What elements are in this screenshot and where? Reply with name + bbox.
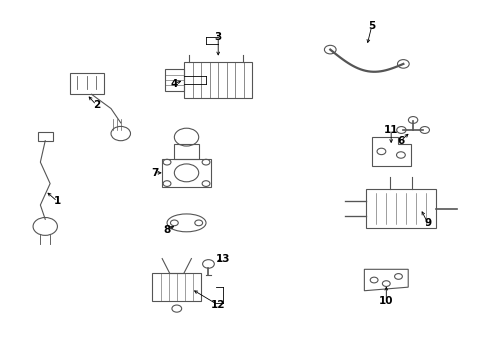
Text: 1: 1 [54, 197, 61, 206]
Text: 3: 3 [215, 32, 222, 42]
Text: 9: 9 [424, 218, 431, 228]
Text: 6: 6 [397, 136, 405, 146]
Text: 7: 7 [151, 168, 159, 178]
Text: 5: 5 [368, 21, 375, 31]
Text: 11: 11 [384, 125, 398, 135]
Text: 12: 12 [211, 300, 225, 310]
Text: 4: 4 [171, 78, 178, 89]
Text: 2: 2 [93, 100, 100, 110]
Text: 8: 8 [164, 225, 171, 235]
Text: 10: 10 [379, 296, 393, 306]
Text: 13: 13 [216, 253, 230, 264]
